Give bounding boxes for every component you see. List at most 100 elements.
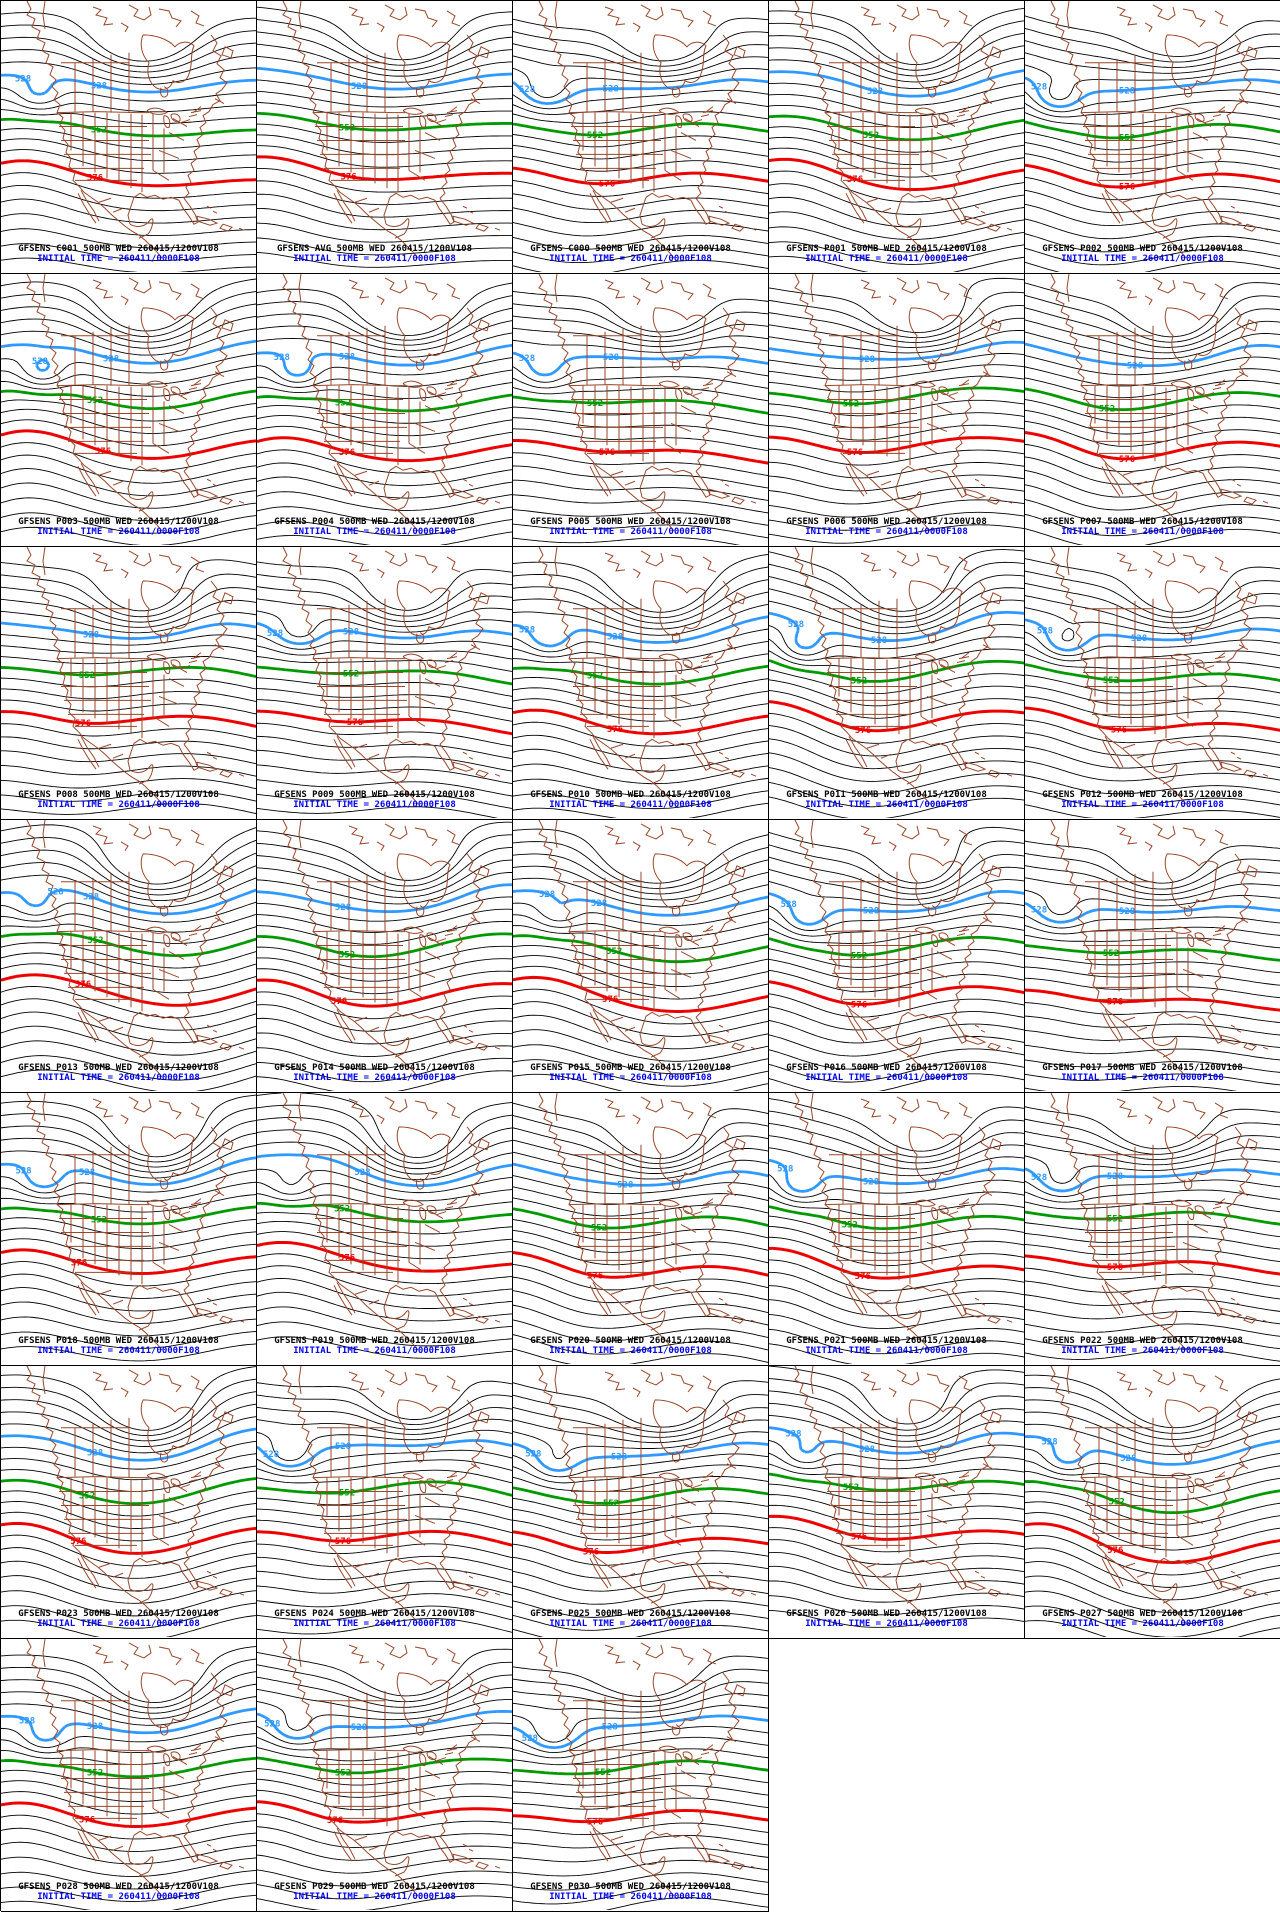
- contour-label-528-low: 528: [1031, 1173, 1047, 1183]
- contour-black: [1025, 789, 1280, 807]
- contour-black: [513, 31, 768, 67]
- contour-black: [513, 179, 768, 197]
- contour-black: [1, 765, 256, 777]
- contour-label-528: 528: [602, 1723, 618, 1733]
- contour-black: [1, 149, 256, 174]
- contour-label-576: 576: [583, 1547, 599, 1557]
- height-contours: [769, 1098, 1024, 1364]
- contour-label-576: 576: [70, 1537, 86, 1547]
- contour-black: [1025, 1015, 1280, 1036]
- contour-label-528-low: 528: [525, 1449, 541, 1459]
- geography-outlines: [794, 820, 1013, 1078]
- contour-label-552: 552: [587, 672, 603, 682]
- contour-black: [1025, 1512, 1280, 1551]
- contour-label-576: 576: [87, 174, 103, 184]
- geography-outlines: [26, 547, 245, 805]
- weather-map: 528 552 576: [257, 1, 512, 268]
- contour-552-green: [513, 934, 768, 964]
- contour-label-576: 576: [587, 1272, 603, 1282]
- contour-black: [1025, 1002, 1280, 1024]
- weather-map: 528 528 552 576: [1025, 1093, 1280, 1362]
- contour-black: [1, 482, 256, 509]
- contour-black: [769, 796, 1024, 818]
- contour-black: [257, 699, 512, 722]
- contour-552-green: [769, 386, 1024, 406]
- contour-label-552: 552: [87, 936, 103, 946]
- contour-black: [513, 89, 768, 110]
- contour-black: [257, 476, 512, 499]
- contour-black: [1025, 111, 1280, 127]
- contour-black: [513, 1219, 768, 1241]
- contour-528-blue: [257, 883, 512, 914]
- contour-black: [1025, 15, 1280, 57]
- contour-label-528-low: 528: [263, 1450, 279, 1460]
- contour-black: [1, 12, 256, 62]
- contour-label-552: 552: [863, 131, 879, 141]
- geography-outlines: [538, 274, 757, 532]
- contour-label-528: 528: [611, 1453, 627, 1463]
- contour-black: [1, 677, 256, 690]
- contour-label-528: 528: [335, 1442, 351, 1452]
- map-panel: 528 552 576 GFSENS P008 500MB WED 260415/1…: [1, 547, 257, 820]
- map-panel: 528 528 552 576 GFSENS P005 500MB WED 26041…: [513, 274, 769, 547]
- contour-label-576: 576: [587, 1817, 603, 1827]
- contour-576-red: [769, 157, 1024, 191]
- weather-map: 528 528 552 576: [1025, 1, 1280, 272]
- contour-black: [1, 1882, 256, 1902]
- contour-black: [1025, 1387, 1280, 1434]
- geography-outlines: [282, 1366, 501, 1624]
- contour-576-red: [1, 159, 256, 188]
- contour-black: [1, 1094, 256, 1158]
- geography-outlines: [794, 1366, 1013, 1624]
- geography-outlines: [1050, 274, 1269, 532]
- contour-black: [1025, 1189, 1280, 1203]
- weather-map: 528 528 552 576: [513, 1366, 768, 1637]
- height-contours: [1025, 558, 1280, 818]
- height-contours: [769, 826, 1024, 1091]
- contour-black: [257, 793, 512, 809]
- contour-label-528-low: 528: [274, 353, 290, 363]
- contour-black: [1, 228, 256, 249]
- contour-576-red: [513, 166, 768, 186]
- contour-black: [257, 677, 512, 697]
- height-contours: [1, 12, 256, 272]
- contour-black: [1, 1590, 256, 1617]
- contour-black: [513, 1319, 768, 1342]
- contour-black: [769, 136, 1024, 166]
- contour-black: [257, 19, 512, 66]
- contour-black: [257, 598, 512, 628]
- contour-black: [513, 1748, 768, 1766]
- contour-black: [1, 353, 256, 380]
- contour-black: [1, 512, 256, 534]
- contour-black: [769, 1098, 1024, 1152]
- height-contours: [257, 282, 512, 545]
- weather-map: 528 528 552 576: [257, 1366, 512, 1635]
- contour-black: [1025, 456, 1280, 485]
- contour-black: [513, 417, 768, 439]
- contour-black: [257, 1117, 512, 1170]
- contour-black: [257, 405, 512, 424]
- contour-black: [1, 998, 256, 1031]
- contour-black: [1025, 513, 1280, 537]
- contour-black: [769, 1073, 1024, 1091]
- contour-552-green: [1, 1477, 256, 1506]
- contour-black: [257, 945, 512, 970]
- map-panel: 528 528 552 576 GFSENS P026 500MB WED 26041…: [769, 1366, 1025, 1639]
- geography-outlines: [538, 1639, 757, 1897]
- contour-black: [769, 45, 1024, 83]
- contour-black: [513, 1348, 768, 1364]
- contour-black: [1, 24, 256, 68]
- contour-black: [257, 382, 512, 399]
- contour-black: [1, 303, 256, 343]
- contour-black: [257, 1778, 512, 1798]
- contour-label-528: 528: [103, 354, 119, 364]
- contour-black: [513, 406, 768, 427]
- contour-black: [769, 82, 1024, 106]
- height-contours: [1, 824, 256, 1091]
- contour-black: [1, 1343, 256, 1362]
- contour-552-green: [769, 114, 1024, 142]
- contour-label-576: 576: [855, 726, 871, 736]
- contour-black: [1025, 1620, 1280, 1637]
- contour-label-552: 552: [591, 1224, 607, 1234]
- contour-black: [513, 1453, 768, 1478]
